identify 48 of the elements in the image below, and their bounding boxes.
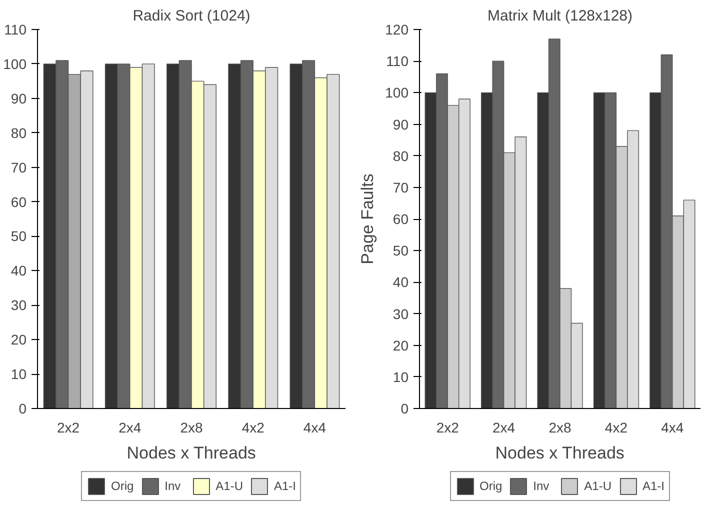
x-tick-label: 4x4 — [303, 420, 326, 436]
x-tick-label: 4x2 — [604, 420, 628, 436]
legend-label: A1-I — [274, 479, 296, 493]
y-tick-label: 0 — [18, 400, 27, 416]
y-tick-label: 60 — [10, 194, 27, 210]
y-tick-label: 30 — [10, 297, 27, 314]
legend-label: A1-U — [584, 479, 612, 493]
x-axis-title: Nodes x Threads — [495, 444, 624, 462]
y-tick-label: 90 — [392, 116, 409, 132]
y-tick-label: 10 — [10, 366, 27, 382]
y-tick-label: 30 — [392, 306, 409, 322]
x-tick-label: 2x4 — [118, 420, 142, 436]
y-tick-label: 50 — [392, 242, 409, 259]
legend-label: Inv — [533, 479, 550, 493]
y-tick-label: 0 — [400, 400, 409, 416]
y-tick-label: 20 — [392, 337, 409, 354]
y-tick-label: 120 — [385, 22, 409, 38]
legend-label: Inv — [164, 479, 182, 493]
x-tick-label: 2x2 — [436, 420, 460, 436]
legend-label: A1-I — [642, 479, 665, 493]
y-tick-label: 90 — [10, 90, 27, 106]
y-tick-label: 100 — [3, 56, 27, 72]
y-tick-label: 60 — [392, 211, 409, 227]
x-axis-title: Nodes x Threads — [126, 444, 256, 462]
y-tick-label: 40 — [392, 274, 409, 290]
x-tick-label: 2x8 — [548, 420, 572, 436]
text: Orig — [479, 479, 502, 493]
chart-title: Radix Sort (1024) — [132, 8, 250, 24]
x-tick-label: 4x4 — [661, 420, 684, 436]
y-tick-label: 110 — [4, 22, 27, 38]
y-tick-label: 10 — [392, 368, 409, 385]
y-tick-label: 50 — [10, 228, 27, 244]
legend-label: Orig — [110, 479, 134, 493]
y-tick-label: 80 — [392, 148, 409, 164]
y-tick-label: 110 — [386, 53, 409, 70]
x-tick-label: 2x8 — [180, 420, 203, 436]
x-tick-label: 2x4 — [492, 420, 516, 436]
legend-label: A1-U — [216, 479, 243, 493]
y-tick-label: 70 — [10, 159, 27, 176]
y-tick-label: 100 — [385, 84, 409, 101]
y-axis-title: Page Faults — [358, 174, 378, 264]
y-tick-label: 40 — [10, 262, 27, 279]
y-tick-label: 80 — [10, 124, 27, 141]
chart-title: Matrix Mult (128x128) — [487, 8, 633, 24]
y-tick-label: 20 — [10, 332, 27, 348]
x-tick-label: 4x2 — [242, 420, 265, 436]
y-tick-label: 70 — [392, 179, 409, 196]
x-tick-label: 2x2 — [57, 420, 80, 436]
